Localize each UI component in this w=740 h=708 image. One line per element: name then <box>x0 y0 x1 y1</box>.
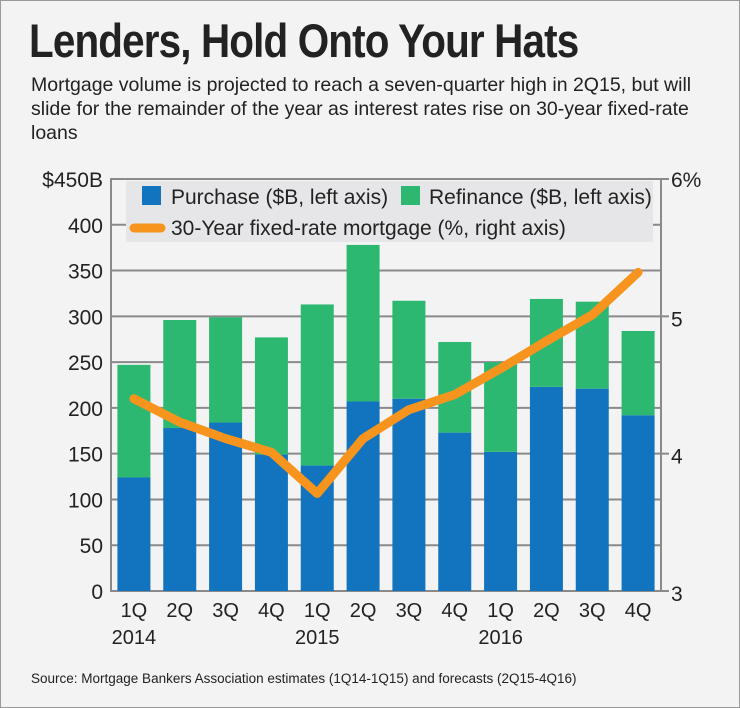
bar-purchase <box>117 477 151 591</box>
x-tick-label: 4Q <box>441 600 468 622</box>
left-tick-label: 350 <box>68 261 103 284</box>
bar-purchase <box>621 415 655 591</box>
x-tick-label: 3Q <box>579 600 606 622</box>
plot-area <box>110 178 662 592</box>
legend-swatch-purchase <box>142 186 161 205</box>
left-tick-label: 150 <box>68 444 103 467</box>
right-tick-label: 5 <box>671 308 683 331</box>
left-tick-label: 0 <box>91 581 103 604</box>
bar-refinance <box>392 300 426 399</box>
left-tick-label: $450B <box>42 169 103 192</box>
legend-label-rate: 30-Year fixed-rate mortgage (%, right ax… <box>171 217 566 240</box>
x-tick-label: 3Q <box>212 600 239 622</box>
left-tick-label: 250 <box>68 352 103 375</box>
bar-refinance <box>209 317 243 423</box>
left-tick-label: 100 <box>68 489 103 512</box>
x-tick-label: 1Q <box>121 600 148 622</box>
right-tick-label: 6% <box>671 169 701 192</box>
x-tick-label: 2Q <box>166 600 193 622</box>
left-tick-label: 400 <box>68 215 103 238</box>
right-tick-label: 3 <box>671 583 683 606</box>
bar-refinance <box>346 244 380 402</box>
bar-purchase <box>529 386 563 591</box>
bar-purchase <box>392 398 426 591</box>
chart-title: Lenders, Hold Onto Your Hats <box>29 14 579 67</box>
legend-box <box>126 181 653 242</box>
legend-swatch-refinance <box>401 186 420 205</box>
legend-label-purchase: Purchase ($B, left axis) <box>171 186 388 209</box>
right-tick-label: 4 <box>671 446 683 469</box>
bar-refinance <box>621 330 655 416</box>
bar-purchase <box>484 451 518 591</box>
x-tick-label: 1Q <box>487 600 514 622</box>
x-tick-label: 1Q <box>304 600 331 622</box>
bar-purchase <box>438 432 472 591</box>
x-tick-label: 4Q <box>625 600 652 622</box>
bar-refinance <box>300 304 334 466</box>
bar-purchase <box>575 388 609 591</box>
left-tick-label: 300 <box>68 306 103 329</box>
bar-refinance <box>254 337 288 455</box>
x-tick-label: 3Q <box>396 600 423 622</box>
x-tick-label: 4Q <box>258 600 285 622</box>
x-year-label: 2016 <box>478 627 523 649</box>
x-year-label: 2015 <box>295 627 340 649</box>
chart-source: Source: Mortgage Bankers Association est… <box>31 671 577 686</box>
x-tick-label: 2Q <box>533 600 560 622</box>
left-tick-label: 200 <box>68 398 103 421</box>
chart-subtitle: Mortgage volume is projected to reach a … <box>31 74 692 144</box>
rate-line <box>129 267 643 498</box>
bar-purchase <box>209 422 243 591</box>
x-tick-label: 2Q <box>350 600 377 622</box>
bar-purchase <box>254 454 288 591</box>
bar-refinance <box>163 319 197 429</box>
bar-refinance <box>117 364 151 478</box>
left-tick-label: 50 <box>80 535 103 558</box>
legend-label-refinance: Refinance ($B, left axis) <box>429 186 652 209</box>
bar-purchase <box>163 428 197 591</box>
x-year-label: 2014 <box>112 627 157 649</box>
